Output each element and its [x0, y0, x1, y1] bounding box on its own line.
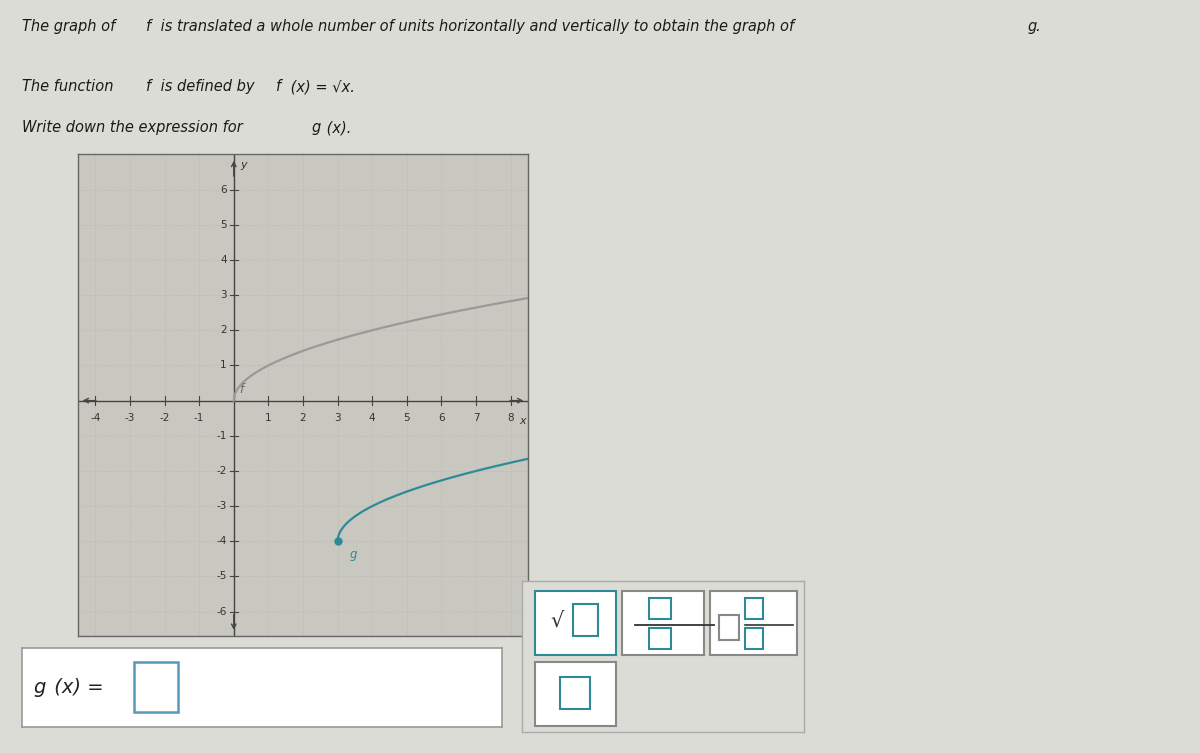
FancyBboxPatch shape	[535, 590, 617, 654]
Text: -4: -4	[216, 536, 227, 547]
Text: f: f	[276, 79, 281, 94]
Text: -5: -5	[216, 572, 227, 581]
Text: f: f	[146, 19, 151, 34]
Text: The function: The function	[22, 79, 118, 94]
Text: 5: 5	[221, 220, 227, 230]
Text: (x) =: (x) =	[48, 678, 110, 697]
Text: 2: 2	[221, 325, 227, 335]
Text: is translated a whole number of units horizontally and vertically to obtain the : is translated a whole number of units ho…	[156, 19, 799, 34]
Text: 3: 3	[335, 413, 341, 423]
Text: 2: 2	[300, 413, 306, 423]
Text: 6: 6	[438, 413, 445, 423]
Text: g: g	[1027, 19, 1037, 34]
Text: g: g	[349, 548, 358, 561]
Bar	[134, 662, 178, 712]
Text: -3: -3	[216, 501, 227, 511]
Bar	[649, 598, 672, 619]
Text: √: √	[551, 611, 564, 631]
Text: (x) = √x.: (x) = √x.	[286, 79, 354, 94]
Text: -1: -1	[194, 413, 204, 423]
Text: 1: 1	[221, 361, 227, 370]
FancyBboxPatch shape	[515, 572, 811, 741]
Text: -6: -6	[216, 607, 227, 617]
Bar	[572, 604, 598, 636]
Text: Write down the expression for: Write down the expression for	[22, 120, 247, 136]
FancyBboxPatch shape	[709, 590, 797, 654]
Text: y: y	[240, 160, 247, 169]
Text: is defined by: is defined by	[156, 79, 259, 94]
Bar	[745, 598, 763, 619]
Text: -2: -2	[216, 466, 227, 476]
Text: g: g	[312, 120, 322, 136]
Text: f: f	[146, 79, 151, 94]
Text: 8: 8	[508, 413, 514, 423]
Text: (x).: (x).	[322, 120, 350, 136]
Text: The graph of: The graph of	[22, 19, 120, 34]
Bar	[560, 678, 589, 709]
Text: 7: 7	[473, 413, 479, 423]
Bar	[649, 628, 672, 649]
Text: 3: 3	[221, 290, 227, 300]
FancyBboxPatch shape	[622, 590, 704, 654]
Bar	[745, 628, 763, 649]
Bar	[719, 615, 739, 640]
Text: -4: -4	[90, 413, 101, 423]
Text: .: .	[1036, 19, 1040, 34]
Text: 4: 4	[221, 255, 227, 265]
Text: 5: 5	[403, 413, 410, 423]
Text: -2: -2	[160, 413, 169, 423]
Text: -3: -3	[125, 413, 136, 423]
Text: 6: 6	[221, 184, 227, 194]
Text: 4: 4	[368, 413, 376, 423]
FancyBboxPatch shape	[535, 663, 617, 726]
Text: f: f	[239, 383, 244, 396]
Text: -1: -1	[216, 431, 227, 441]
Text: x: x	[520, 416, 526, 426]
Text: 1: 1	[265, 413, 271, 423]
Text: g: g	[34, 678, 46, 697]
